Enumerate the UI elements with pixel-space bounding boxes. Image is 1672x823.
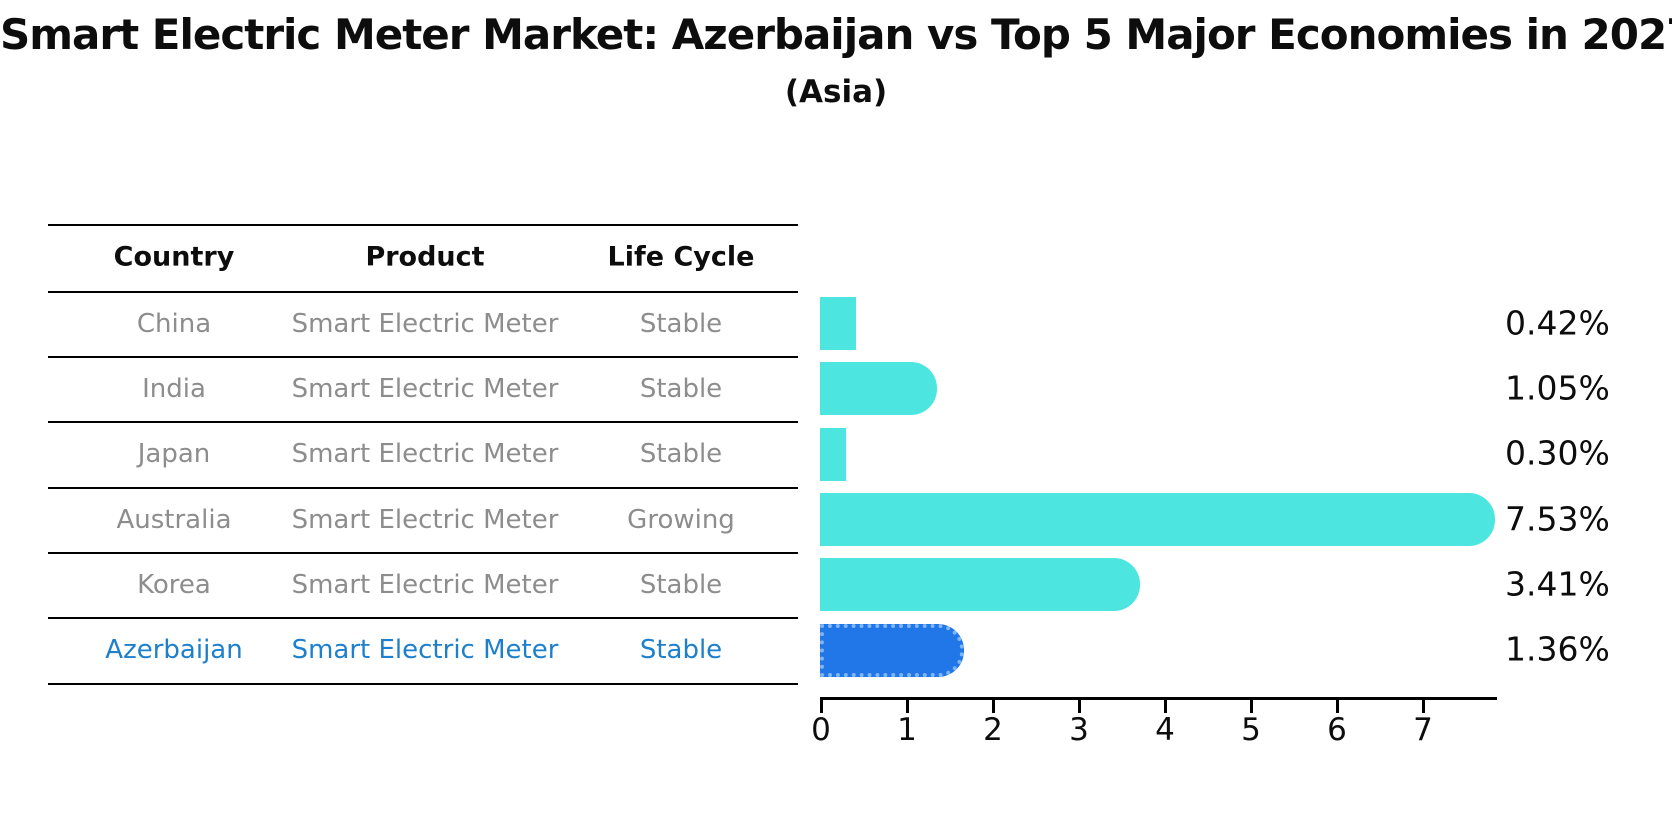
table-cell-life_cycle: Stable [639,373,723,404]
x-axis-tick-label: 1 [897,712,917,748]
bar-japan [820,427,846,481]
bar-value-label: 1.36% [1505,629,1610,669]
x-axis-tick-label: 7 [1413,712,1433,748]
x-axis-tick [1336,700,1339,713]
x-axis-tick [992,700,995,713]
table-cell-life_cycle: Stable [639,569,723,600]
table-cell-life_cycle: Stable [639,635,723,665]
table-cell-country: India [142,373,206,404]
table-row-divider [48,683,798,685]
table-cell-life_cycle: Stable [639,439,723,469]
table-column-header: Life Cycle [607,241,755,273]
x-axis-tick [1164,700,1167,713]
table-cell-life_cycle: Growing [627,504,735,535]
chart-subtitle: (Asia) [784,74,888,110]
table-cell-country: China [136,308,212,339]
table-column-header: Country [113,241,235,273]
table-row-divider [48,487,798,489]
bar-value-label: 1.05% [1505,368,1610,408]
x-axis-tick [1250,700,1253,713]
bar-value-label: 3.41% [1505,564,1610,604]
x-axis-tick-label: 4 [1155,712,1175,748]
table-cell-life_cycle: Stable [639,308,723,339]
bar-china [820,297,857,350]
table-row-divider [48,291,798,293]
table-cell-product: Smart Electric Meter [291,439,559,469]
table-cell-product: Smart Electric Meter [291,373,559,404]
table-cell-country: Japan [137,439,211,469]
x-axis-tick-label: 5 [1241,712,1261,748]
table-row-divider [48,617,798,619]
x-axis-tick-label: 3 [1069,712,1089,748]
x-axis-tick [820,700,823,713]
bar-india [820,362,938,415]
chart-title: Smart Electric Meter Market: Azerbaijan … [0,10,1672,59]
x-axis-line [820,697,1497,700]
x-axis-tick [1078,700,1081,713]
x-axis-tick-label: 0 [811,712,831,748]
bar-australia [820,493,1495,546]
table-cell-product: Smart Electric Meter [291,635,559,665]
table-cell-country: Korea [137,569,211,600]
table-cell-product: Smart Electric Meter [291,569,559,600]
table-row-divider [48,356,798,358]
bar-korea [820,558,1141,611]
table-cell-product: Smart Electric Meter [291,504,559,535]
bar-highlight-azerbaijan [820,623,964,677]
x-axis-tick-label: 6 [1327,712,1347,748]
table-row-divider [48,421,798,423]
bar-value-label: 0.42% [1505,303,1610,343]
table-cell-country: Azerbaijan [105,635,243,665]
x-axis-tick-label: 2 [983,712,1003,748]
table-row-divider [48,552,798,554]
table-row-divider [48,224,798,226]
table-cell-product: Smart Electric Meter [291,308,559,339]
table-cell-country: Australia [116,504,232,535]
bar-value-label: 0.30% [1505,433,1610,473]
table-column-header: Product [365,241,485,273]
x-axis-tick [906,700,909,713]
x-axis-tick [1422,700,1425,713]
bar-value-label: 7.53% [1505,499,1610,539]
